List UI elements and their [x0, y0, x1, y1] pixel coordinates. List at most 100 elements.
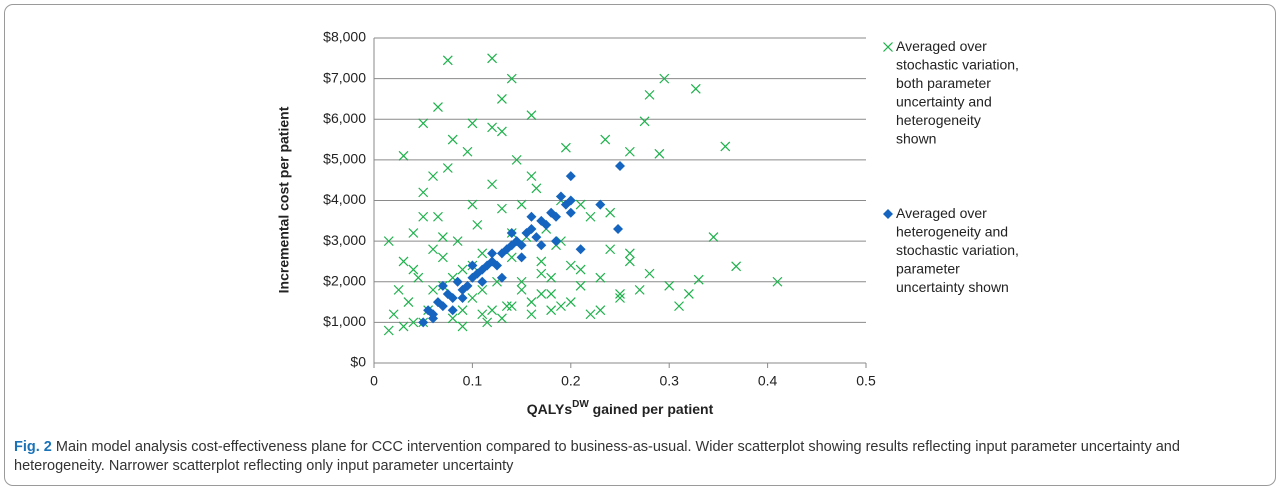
scatter-point [492, 260, 502, 271]
y-tick-label: $5,000 [323, 151, 366, 167]
scatter-point [496, 272, 507, 283]
scatter-point [398, 150, 409, 161]
scatter-point [467, 118, 478, 129]
chart: Incremental cost per patient QALYsDW gai… [276, 29, 1019, 417]
scatter-point [501, 301, 512, 312]
scatter-point [654, 148, 665, 159]
scatter-point [447, 313, 458, 324]
scatter-point [565, 297, 576, 307]
scatter-point [511, 154, 522, 165]
scatter-point [659, 73, 670, 84]
scatter-point [546, 289, 557, 299]
scatter-point [457, 264, 468, 275]
scatter-point [457, 293, 468, 303]
legend-line: parameter [896, 260, 960, 276]
scatter-point [398, 256, 409, 267]
legend-label: Averaged over stochastic variation, both p… [896, 38, 1019, 147]
scatter-point [516, 252, 527, 263]
scatter-point [556, 301, 566, 312]
scatter-point [624, 146, 635, 157]
scatter-point [418, 118, 429, 129]
legend-line: heterogeneity [896, 112, 981, 128]
scatter-point [536, 240, 547, 251]
legend-line: stochastic variation, [896, 242, 1019, 258]
scatter-point [585, 211, 596, 222]
scatter-point [664, 280, 675, 291]
scatter-point [418, 317, 429, 328]
scatter-point [477, 248, 488, 259]
scatter-point [408, 317, 419, 328]
scatter-point [418, 211, 429, 222]
legend-line: Averaged over [896, 38, 987, 54]
scatter-point [487, 179, 498, 190]
scatter-point [565, 207, 576, 218]
x-tick-label: 0.3 [659, 373, 679, 389]
scatter-point [477, 276, 488, 287]
y-tick-label: $1,000 [323, 313, 366, 329]
scatter-point [526, 110, 537, 121]
scatter-point [467, 199, 478, 210]
scatter-point [428, 171, 438, 182]
legend-line: stochastic variation, [896, 56, 1019, 72]
scatter-point [462, 280, 473, 291]
scatter-point [674, 301, 684, 312]
scatter-point [605, 207, 616, 218]
scatter-point [772, 276, 783, 287]
y-axis-label: Incremental cost per patient [276, 106, 292, 293]
scatter-point [477, 309, 488, 320]
x-tick-label: 0.4 [758, 373, 778, 389]
scatter-point [496, 203, 507, 214]
scatter-point [462, 146, 473, 157]
scatter-point [428, 313, 439, 324]
scatter-point [428, 284, 438, 295]
scatter-point [487, 305, 498, 316]
scatter-point [615, 160, 625, 171]
scatter-point [644, 89, 655, 100]
scatter-point [536, 289, 547, 299]
scatter-point [442, 163, 453, 173]
scatter-point [496, 126, 507, 137]
scatter-point [683, 289, 694, 299]
scatter-point [526, 171, 537, 182]
x-tick-label: 0.2 [561, 373, 581, 389]
scatter-point [526, 309, 537, 320]
scatter-point [639, 116, 650, 127]
scatter-point [482, 317, 493, 328]
y-tick-label: $7,000 [323, 69, 366, 85]
legend-marker [883, 42, 893, 52]
scatter-point [467, 293, 478, 303]
scatter-point [398, 321, 409, 332]
scatter-point [693, 274, 704, 285]
scatter-point [731, 261, 742, 272]
scatter-point [516, 240, 527, 251]
scatter-point [615, 289, 625, 299]
scatter-point [541, 219, 552, 230]
scatter-point [437, 232, 448, 242]
scatter-point [595, 305, 606, 316]
caption-text: Main model analysis cost-effectiveness p… [14, 439, 1180, 474]
scatter-point [551, 236, 562, 247]
scatter-point [457, 321, 468, 332]
scatter-point [437, 280, 448, 291]
scatter-point [383, 236, 394, 247]
scatter-point [472, 219, 483, 230]
scatter-point [393, 284, 404, 295]
x-label-main: QALYs [527, 401, 573, 417]
scatter-point [575, 244, 586, 255]
y-tick-label: $3,000 [323, 232, 366, 248]
scatter-point [383, 325, 394, 336]
scatter-point [403, 297, 414, 307]
scatter-point [433, 211, 443, 222]
figure-frame [4, 4, 1276, 486]
scatter-point [526, 211, 537, 222]
scatter-point [531, 232, 542, 243]
scatter-point [560, 142, 571, 153]
scatter-point [437, 252, 448, 263]
y-tick-label: $0 [350, 354, 366, 370]
scatter-point [437, 301, 448, 312]
x-tick-label: 0.5 [856, 373, 876, 389]
scatter-point [516, 199, 527, 210]
scatter-point [644, 268, 655, 279]
scatter-point [496, 313, 507, 324]
